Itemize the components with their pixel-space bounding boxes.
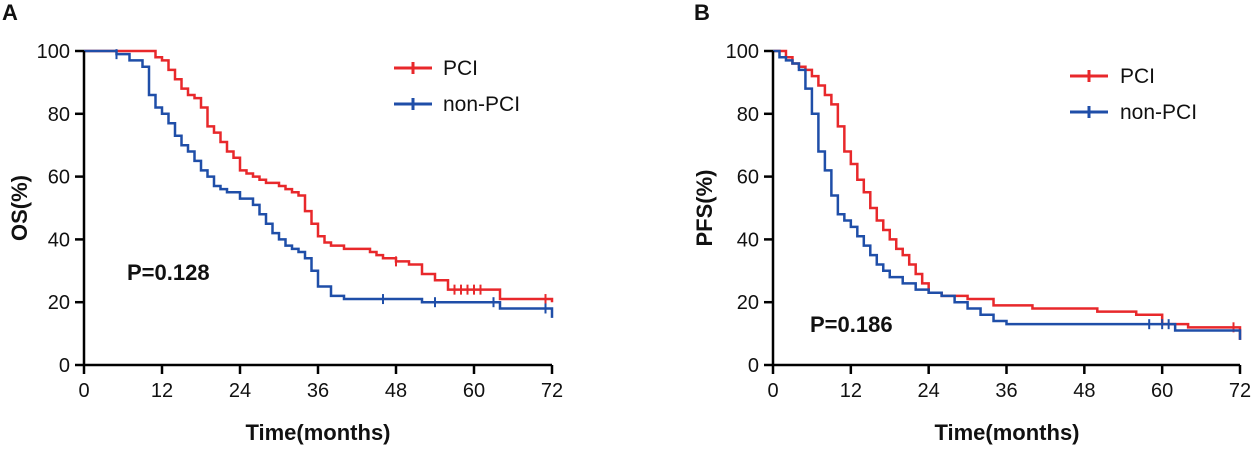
- x-tick-label: 60: [1151, 380, 1173, 402]
- legend-item-pci: PCI: [394, 57, 478, 80]
- panel-a-os-chart: A 0 12 24 36 48 60 72 0 20 40 60 80 100 Time(months)…: [2, 0, 563, 445]
- x-tick-label: 12: [151, 380, 173, 402]
- legend: PCI non-PCI: [394, 57, 520, 116]
- series-layer: [84, 49, 554, 318]
- panel-label: A: [2, 0, 18, 25]
- x-tick-label: 60: [463, 380, 485, 402]
- legend-label-non-pci: non-PCI: [1120, 101, 1197, 124]
- x-tick-label: 72: [541, 380, 563, 402]
- y-axis-title: PFS(%): [692, 170, 717, 247]
- x-axis-title: Time(months): [245, 420, 390, 445]
- y-tick-label: 80: [737, 104, 759, 126]
- legend-label-pci: PCI: [443, 57, 478, 80]
- legend-item-non-pci: non-PCI: [1070, 101, 1197, 124]
- ticks: [75, 49, 554, 374]
- p-value-annotation: P=0.128: [127, 260, 210, 285]
- x-tick-label: 0: [78, 380, 89, 402]
- panel-label: B: [694, 0, 710, 25]
- y-tick-label: 20: [737, 292, 759, 314]
- y-tick-label: 100: [37, 41, 70, 63]
- y-tick-label: 40: [737, 229, 759, 251]
- panel-b-pfs-chart: B 0 12 24 36 48 60 72 0 20 40 60 80 100 Time(months)…: [692, 0, 1251, 445]
- x-tick-label: 48: [1073, 380, 1095, 402]
- y-tick-label: 0: [748, 355, 759, 377]
- y-tick-label: 60: [737, 167, 759, 189]
- x-tick-label: 12: [840, 380, 862, 402]
- y-tick-label: 60: [48, 167, 70, 189]
- x-tick-label: 72: [1229, 380, 1251, 402]
- legend-label-non-pci: non-PCI: [443, 93, 520, 116]
- series-layer: [773, 49, 1242, 340]
- legend-label-pci: PCI: [1120, 65, 1155, 88]
- x-tick-label: 24: [229, 380, 251, 402]
- x-tick-label: 48: [385, 380, 407, 402]
- y-tick-label: 100: [726, 41, 759, 63]
- tick-labels: 0 12 24 36 48 60 72 0 20 40 60 80 100: [37, 41, 564, 402]
- x-axis-title: Time(months): [934, 420, 1079, 445]
- x-tick-label: 36: [995, 380, 1017, 402]
- legend-item-pci: PCI: [1070, 65, 1155, 88]
- km-curve-non-pci: [773, 49, 1242, 340]
- km-curve-non-pci: [84, 49, 554, 318]
- tick-labels: 0 12 24 36 48 60 72 0 20 40 60 80 100: [726, 41, 1252, 402]
- legend-item-non-pci: non-PCI: [394, 93, 520, 116]
- y-tick-label: 80: [48, 104, 70, 126]
- ticks: [764, 49, 1242, 374]
- y-tick-label: 20: [48, 292, 70, 314]
- x-tick-label: 36: [307, 380, 329, 402]
- km-curve-pci: [773, 49, 1242, 340]
- x-tick-label: 24: [918, 380, 940, 402]
- y-tick-label: 0: [59, 355, 70, 377]
- y-axis-title: OS(%): [7, 175, 32, 241]
- legend: PCI non-PCI: [1070, 65, 1197, 124]
- x-tick-label: 0: [767, 380, 778, 402]
- p-value-annotation: P=0.186: [810, 312, 893, 337]
- y-tick-label: 40: [48, 229, 70, 251]
